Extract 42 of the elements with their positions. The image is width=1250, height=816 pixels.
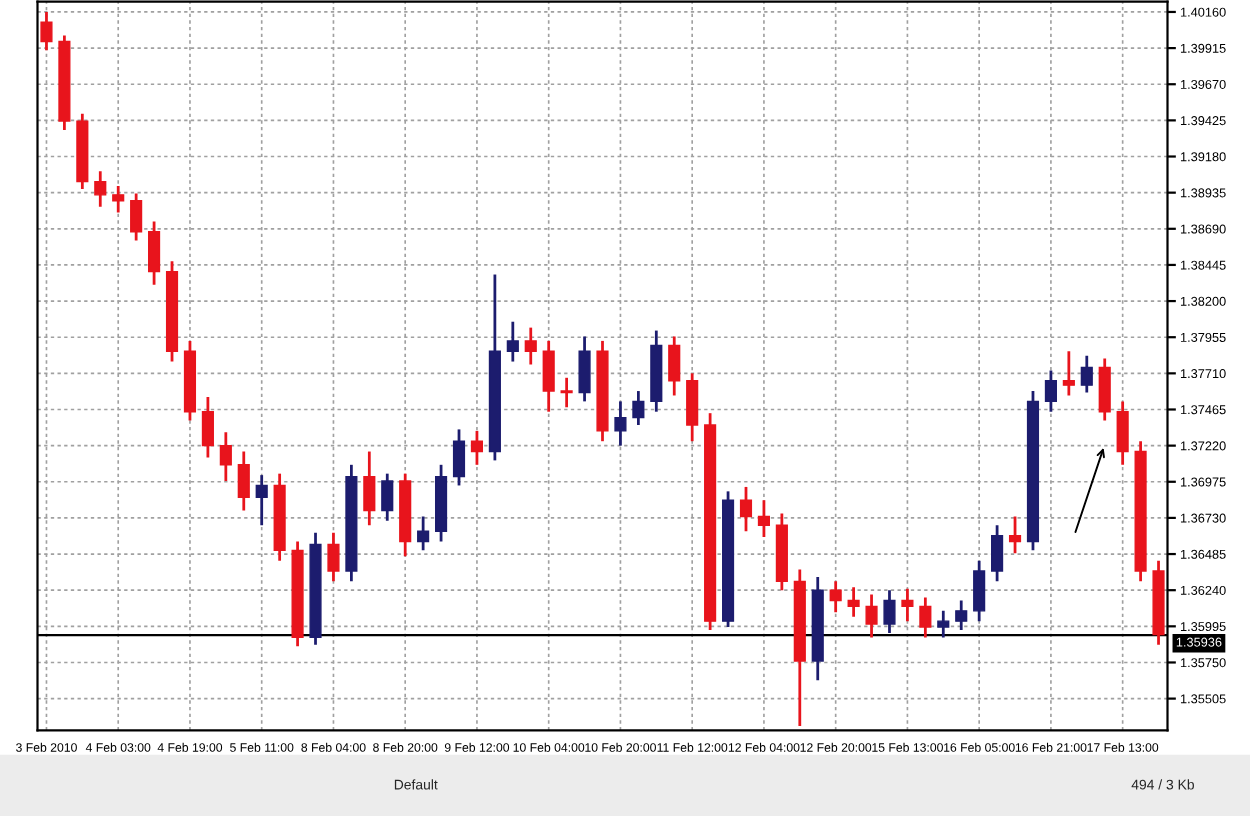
candlestick (1116, 399, 1129, 467)
candlestick (40, 10, 53, 52)
candlestick (417, 515, 430, 552)
candlestick (614, 399, 627, 448)
candlestick (973, 559, 986, 623)
candlestick (560, 376, 573, 409)
candlestick (237, 450, 250, 512)
candlestick (1098, 357, 1111, 422)
candlestick (327, 531, 340, 583)
candlestick (470, 429, 484, 467)
candlestick (1008, 515, 1022, 555)
candlestick (381, 472, 394, 523)
candlestick (901, 587, 914, 623)
candlestick (542, 339, 555, 414)
candlestick (524, 326, 537, 366)
candlestick (919, 596, 932, 639)
candlestick (1062, 349, 1075, 397)
candlestick (739, 485, 753, 533)
candlestick (94, 169, 107, 209)
candlestick (955, 599, 968, 632)
candlestick (363, 450, 376, 527)
candlestick (578, 335, 591, 403)
candlestick (991, 523, 1004, 583)
candlestick (148, 220, 161, 287)
candlestick (686, 371, 699, 443)
candlestick (1080, 354, 1093, 394)
candlestick (937, 609, 950, 639)
candlestick (757, 498, 771, 539)
candlestick (506, 320, 519, 363)
candlestick (201, 395, 214, 459)
candlestick (1044, 369, 1057, 414)
candlestick (883, 588, 896, 635)
candlestick (255, 473, 268, 527)
candlestick (112, 184, 125, 214)
candlestick (219, 430, 232, 483)
candlestick (829, 579, 842, 614)
candlestick (452, 428, 466, 487)
candlestick (130, 192, 143, 242)
candlestick (865, 593, 878, 639)
candlestick (668, 335, 681, 397)
candlestick (632, 389, 645, 427)
candlestick (847, 585, 860, 619)
